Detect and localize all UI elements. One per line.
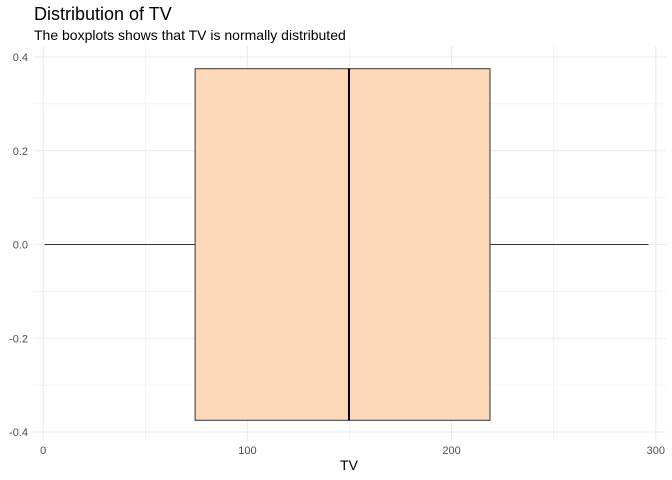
tv-boxplot (44, 68, 649, 421)
y-axis-tick-labels: 0.4 0.2 0.0 -0.2 -0.4 (9, 52, 28, 439)
chart-title: Distribution of TV (34, 4, 172, 24)
y-tick-label: 0.4 (13, 52, 28, 64)
y-tick-label: -0.2 (9, 333, 28, 345)
y-tick-label: 0.2 (13, 146, 28, 158)
x-tick-label: 200 (442, 445, 460, 457)
x-tick-label: 100 (238, 445, 256, 457)
x-tick-label: 0 (40, 445, 46, 457)
x-tick-label: 300 (647, 445, 665, 457)
chart-subtitle: The boxplots shows that TV is normally d… (34, 27, 346, 43)
x-axis-title: TV (340, 457, 359, 473)
y-tick-label: -0.4 (9, 427, 28, 439)
interquartile-box (194, 68, 491, 421)
y-tick-label: 0.0 (13, 240, 28, 252)
x-axis-tick-labels: 0 100 200 300 (40, 445, 665, 457)
